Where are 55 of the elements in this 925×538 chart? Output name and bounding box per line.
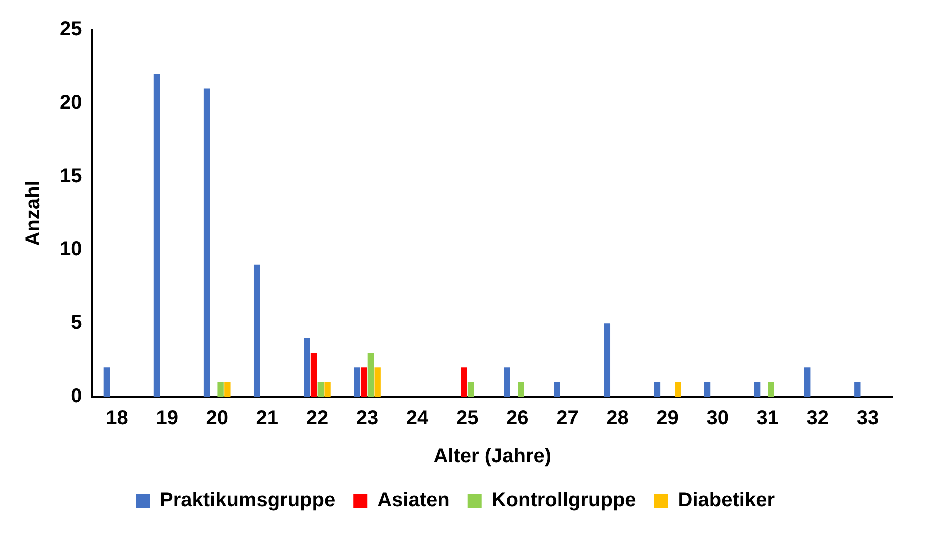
bar: [224, 382, 231, 397]
x-tick-label: 26: [506, 408, 529, 430]
y-tick-label: 10: [60, 238, 82, 261]
x-tick-label: 28: [606, 408, 629, 430]
y-axis-title: Anzahl: [22, 180, 45, 246]
bar: [254, 264, 260, 397]
bar: [518, 382, 524, 397]
y-tick-label: 15: [60, 165, 82, 188]
bar: [654, 382, 661, 397]
bar: [374, 368, 381, 397]
x-tick-label: 18: [106, 408, 128, 430]
x-tick-label: 20: [206, 408, 228, 430]
bar: [461, 368, 468, 397]
x-tick-label: 27: [556, 408, 579, 430]
bar: [354, 368, 360, 397]
bar: [304, 338, 310, 397]
x-tick-label: 21: [256, 408, 279, 430]
bar: [768, 382, 774, 397]
y-tick-label: 20: [60, 92, 82, 114]
bar: [360, 368, 368, 397]
bar: [204, 88, 210, 397]
bar: [754, 382, 761, 397]
x-tick-label: 30: [706, 408, 729, 430]
bar: [504, 368, 510, 397]
bar: [218, 382, 224, 397]
bar: [324, 382, 331, 397]
bar: [675, 382, 682, 397]
bar: [310, 352, 318, 397]
bar: [554, 382, 560, 397]
legend-label: Praktikumsgruppe: [160, 490, 336, 512]
x-tick-label: 32: [806, 408, 830, 430]
legend-label: Diabetiker: [678, 490, 776, 512]
x-tick-label: 24: [406, 408, 430, 430]
bar: [604, 324, 611, 397]
x-tick-label: 33: [856, 408, 880, 430]
x-tick-label: 29: [656, 408, 679, 430]
x-axis-title: Alter (Jahre): [434, 446, 552, 468]
bar: [318, 382, 324, 397]
x-tick-label: 25: [456, 408, 479, 430]
bar: [804, 368, 811, 397]
bar: [854, 382, 861, 397]
legend-label: Kontrollgruppe: [492, 490, 636, 512]
bar: [104, 368, 110, 397]
y-tick-label: 5: [71, 312, 82, 334]
x-tick-label: 23: [356, 408, 379, 430]
y-tick-label: 25: [60, 18, 82, 41]
x-tick-label: 19: [156, 408, 178, 430]
bar: [368, 352, 374, 397]
bar: [704, 382, 711, 397]
legend-label: Asiaten: [378, 490, 450, 512]
x-tick-label: 31: [756, 408, 780, 430]
y-tick-label: 0: [71, 386, 82, 408]
x-tick-label: 22: [306, 408, 329, 430]
bar: [468, 382, 474, 397]
bar: [154, 74, 160, 397]
